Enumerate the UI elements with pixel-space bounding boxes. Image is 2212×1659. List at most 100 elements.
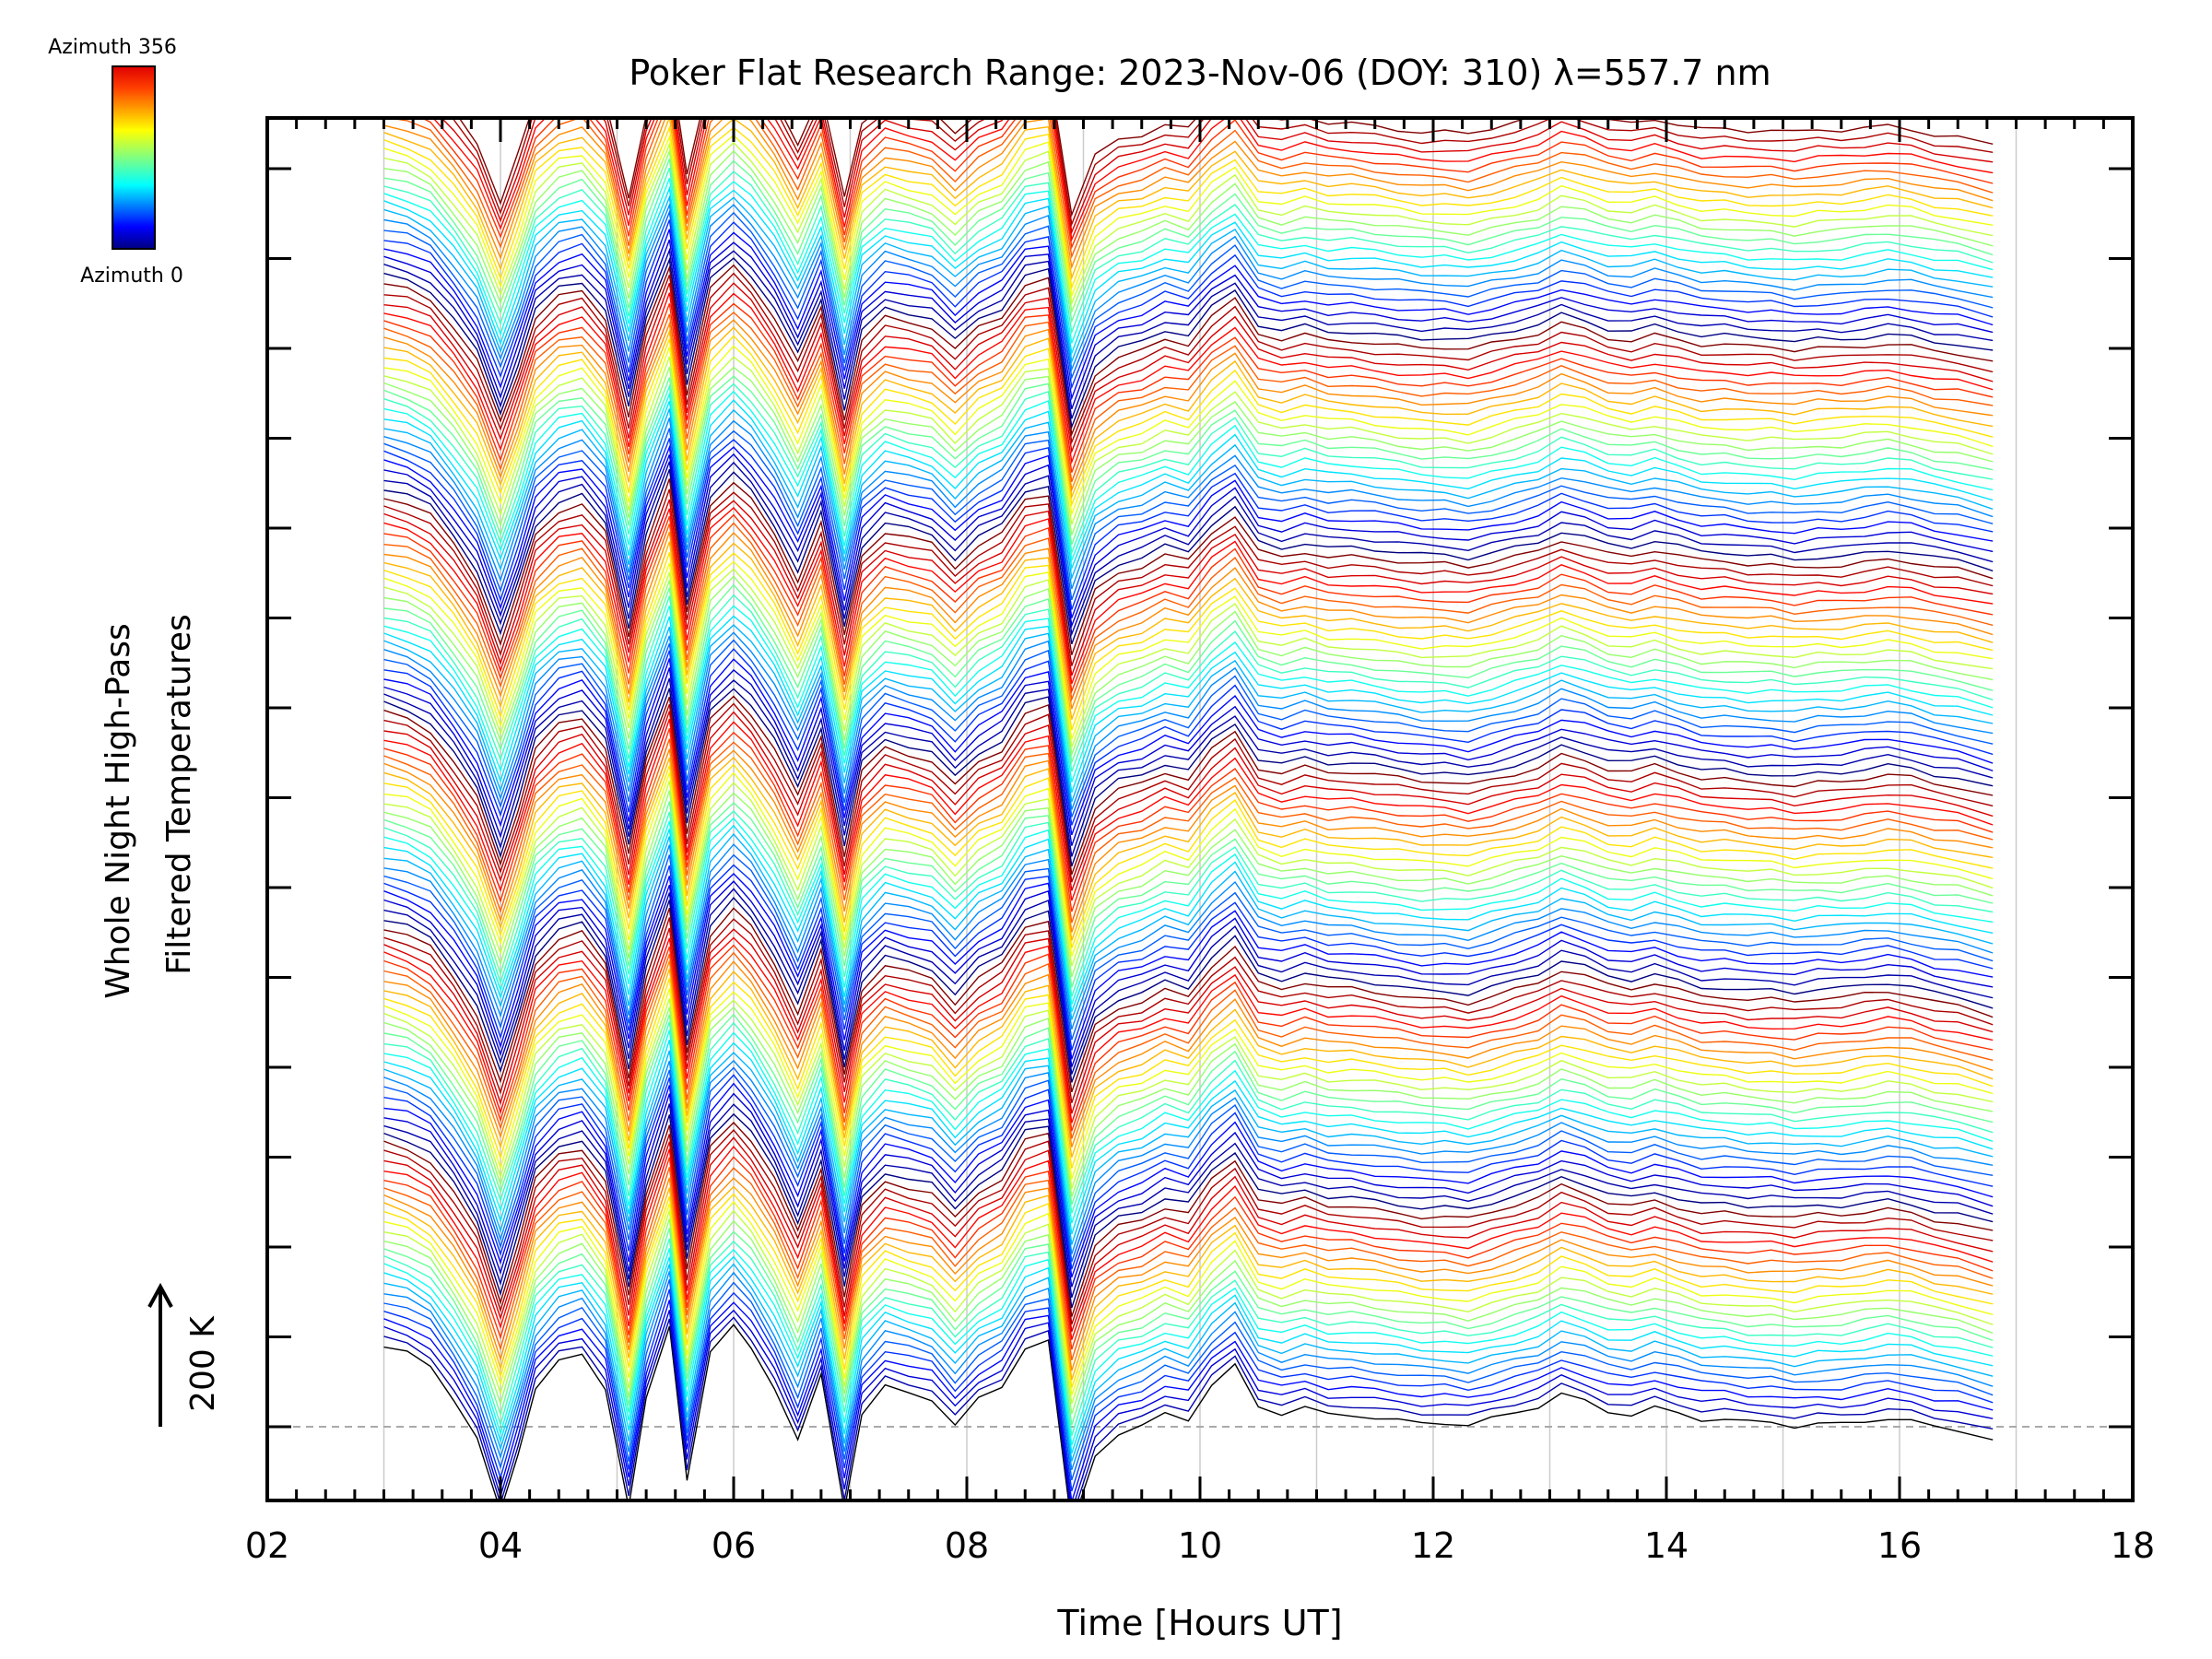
azimuth-series-line — [383, 1316, 1994, 1500]
colorbar-top-label: Azimuth 356 — [48, 36, 177, 59]
azimuth-series-line — [383, 888, 1994, 1075]
azimuth-series-line — [383, 1121, 1994, 1317]
azimuth-series-line — [383, 302, 1994, 473]
azimuth-series-line — [383, 853, 1994, 1041]
azimuth-series-line — [383, 312, 1994, 483]
azimuth-series-line — [383, 1146, 1994, 1340]
x-tick-label: 10 — [1178, 1525, 1222, 1566]
x-tick-label: 16 — [1877, 1525, 1922, 1566]
azimuth-series-line — [383, 356, 1994, 525]
azimuth-series-line — [383, 478, 1994, 655]
azimuth-series-line — [383, 695, 1994, 876]
azimuth-series-line — [383, 1013, 1994, 1206]
azimuth-series-line — [383, 118, 1994, 259]
azimuth-colorbar: Azimuth 356 Azimuth 0 — [48, 36, 183, 288]
azimuth-series-line — [383, 229, 1994, 401]
azimuth-series-line — [383, 428, 1994, 601]
y-axis-label: Whole Night High-Pass Filtered Temperatu… — [100, 614, 198, 999]
azimuth-series-line — [383, 667, 1994, 846]
azimuth-series-line — [383, 335, 1994, 508]
x-tick-label: 04 — [478, 1525, 523, 1566]
azimuth-series-line — [441, 118, 1994, 235]
azimuth-series-line — [383, 960, 1994, 1147]
azimuth-series-line — [383, 1039, 1994, 1235]
azimuth-series-line — [383, 771, 1994, 957]
azimuth-series-line — [383, 1074, 1994, 1270]
azimuth-series-line — [383, 319, 1994, 493]
azimuth-series-line — [383, 1255, 1994, 1454]
azimuth-series-line — [383, 326, 1994, 500]
azimuth-series-line — [383, 968, 1994, 1158]
azimuth-series-line — [383, 185, 1994, 356]
azimuth-series-line — [383, 202, 1994, 372]
azimuth-series-line — [383, 728, 1994, 912]
azimuth-series-line — [383, 541, 1994, 720]
azimuth-series-line — [383, 209, 1994, 381]
azimuth-series-line — [383, 375, 1994, 546]
azimuth-series-line — [383, 575, 1994, 758]
azimuth-series-line — [383, 810, 1994, 997]
azimuth-series-line — [383, 711, 1994, 891]
azimuth-series-line — [383, 780, 1994, 967]
azimuth-series-line — [383, 366, 1994, 535]
azimuth-series-line — [383, 936, 1994, 1124]
azimuth-series-line — [383, 688, 1994, 867]
azimuth-series-line — [383, 763, 1994, 948]
azimuth-series-line — [383, 1103, 1994, 1299]
azimuth-series-line — [432, 118, 1994, 242]
azimuth-series-line — [383, 264, 1994, 437]
azimuth-series-line — [383, 1193, 1994, 1388]
azimuth-series-line — [383, 256, 1994, 429]
azimuth-series-line — [383, 702, 1994, 883]
azimuth-series-line — [420, 118, 1994, 250]
azimuth-series-line — [383, 292, 1994, 465]
azimuth-series-line — [383, 453, 1994, 629]
azimuth-series-line — [383, 124, 1994, 290]
azimuth-series-line — [383, 1263, 1994, 1462]
azimuth-series-line — [383, 1112, 1994, 1309]
azimuth-series-line — [383, 507, 1994, 685]
azimuth-series-line — [383, 1288, 1994, 1492]
scale-arrowhead — [147, 1282, 173, 1308]
y-label-line2: Filtered Temperatures — [160, 614, 198, 975]
azimuth-series-line — [383, 880, 1994, 1067]
x-tick-label: 14 — [1644, 1525, 1688, 1566]
azimuth-series-line — [383, 560, 1994, 740]
azimuth-series-line — [383, 1092, 1994, 1288]
azimuth-series-line — [383, 1209, 1994, 1405]
azimuth-series-line — [383, 738, 1994, 924]
azimuth-series-line — [383, 583, 1994, 765]
azimuth-series-line — [383, 159, 1994, 324]
axis-ticks — [265, 118, 2135, 1500]
azimuth-series-line — [383, 748, 1994, 933]
azimuth-series-line — [383, 951, 1994, 1139]
azimuth-series-line — [383, 178, 1994, 344]
y-label-line1: Whole Night High-Pass — [100, 623, 137, 999]
azimuth-series-line — [383, 568, 1994, 747]
azimuth-series-line — [383, 907, 1994, 1093]
azimuth-series-line — [383, 1300, 1994, 1500]
azimuth-series-line — [383, 438, 1994, 610]
azimuth-series-line — [383, 1309, 1994, 1500]
azimuth-series-line — [383, 648, 1994, 826]
azimuth-series-line — [383, 1200, 1994, 1396]
azimuth-series-line — [383, 817, 1994, 1006]
azimuth-series-line — [383, 1278, 1994, 1481]
azimuth-series-line — [383, 615, 1994, 794]
colorbar-gradient — [112, 65, 156, 250]
azimuth-series-line — [383, 1066, 1994, 1263]
azimuth-series-line — [383, 167, 1994, 335]
azimuth-series-line — [383, 1218, 1994, 1415]
azimuth-series-line — [383, 927, 1994, 1114]
azimuth-series-line — [383, 1185, 1994, 1381]
azimuth-series-line — [383, 522, 1994, 702]
azimuth-series-line — [383, 1167, 1994, 1361]
x-tick-labels: 02 04 06 08 10 12 14 16 18 — [245, 1525, 2155, 1566]
azimuth-series-line — [383, 239, 1994, 410]
azimuth-series-line — [383, 1248, 1994, 1446]
azimuth-series-line — [383, 194, 1994, 365]
azimuth-series-line — [383, 790, 1994, 978]
azimuth-series-line — [383, 461, 1994, 637]
azimuth-series-line — [383, 1021, 1994, 1214]
azimuth-series-line — [383, 418, 1994, 590]
